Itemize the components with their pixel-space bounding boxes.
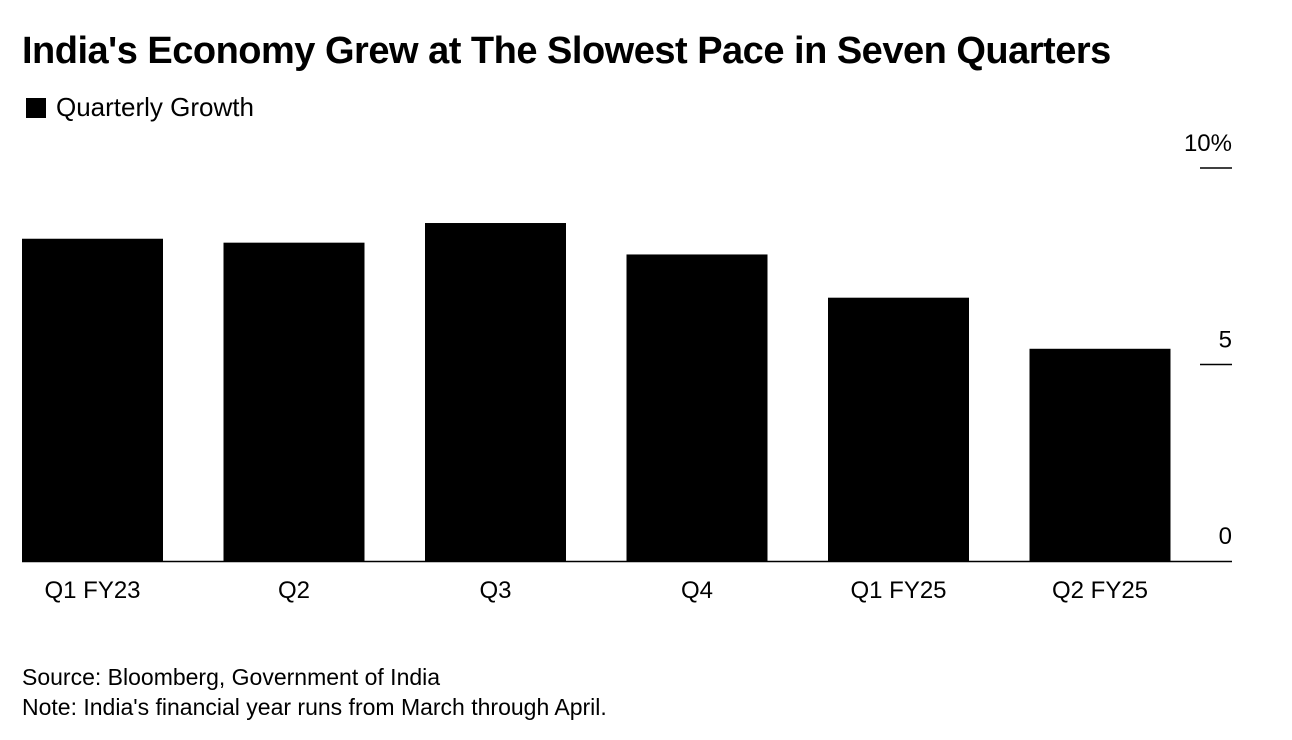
bar	[828, 297, 969, 561]
x-tick-label: Q1 FY25	[850, 577, 946, 604]
legend: Quarterly Growth	[26, 92, 254, 123]
y-tick-label: 5	[1219, 327, 1232, 354]
x-tick-label: Q3	[479, 577, 511, 604]
x-tick-label: Q4	[681, 577, 713, 604]
bar	[1029, 348, 1171, 561]
x-tick-label: Q1 FY23	[44, 577, 140, 604]
y-tick-label: 10%	[1184, 130, 1232, 157]
source-note: Source: Bloomberg, Government of India	[22, 664, 441, 690]
chart-title: India's Economy Grew at The Slowest Pace…	[22, 30, 1111, 72]
x-tick-label: Q2	[278, 577, 310, 604]
footer: Source: Bloomberg, Government of India N…	[22, 662, 607, 722]
legend-label: Quarterly Growth	[56, 92, 254, 122]
bar	[223, 242, 365, 562]
bar	[22, 238, 163, 562]
x-tick-label: Q2 FY25	[1052, 577, 1148, 604]
y-tick-label: 0	[1219, 523, 1232, 550]
footnote: Note: India's financial year runs from M…	[22, 694, 607, 720]
legend-swatch	[26, 97, 46, 118]
bar	[626, 254, 768, 561]
bar	[425, 223, 566, 561]
